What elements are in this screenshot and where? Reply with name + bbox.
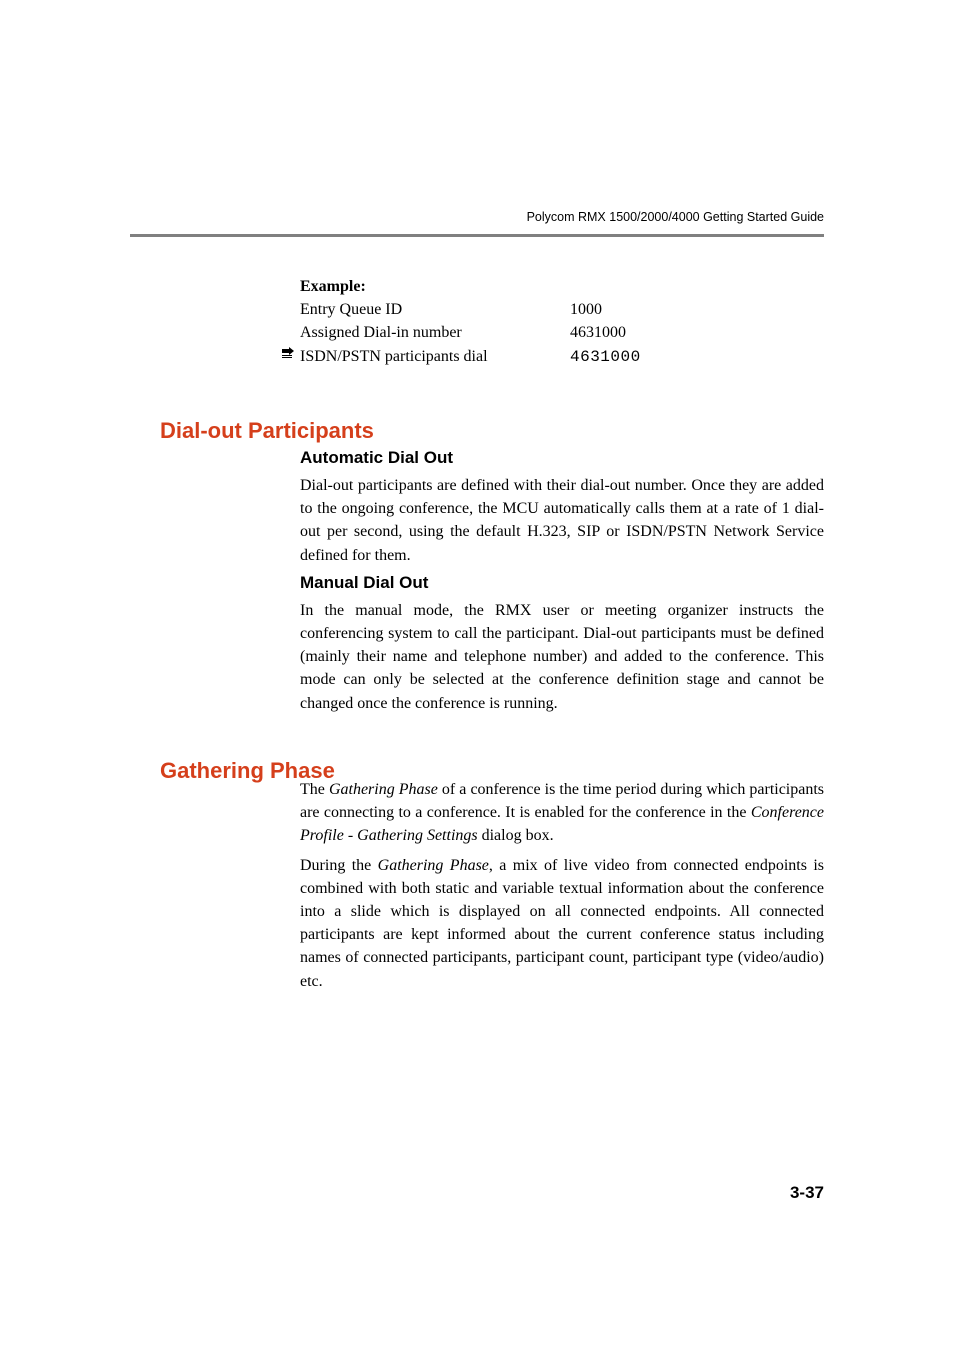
page: Polycom RMX 1500/2000/4000 Getting Start… (0, 0, 954, 1350)
subsection-heading: Manual Dial Out (300, 573, 824, 593)
example-block: Example: Entry Queue ID1000Assigned Dial… (300, 275, 824, 369)
subsection-heading: Automatic Dial Out (300, 448, 824, 468)
top-rule (130, 234, 824, 237)
example-value: 4631000 (570, 346, 641, 369)
example-row: Assigned Dial-in number4631000 (300, 321, 824, 344)
example-value: 4631000 (570, 321, 626, 344)
running-header: Polycom RMX 1500/2000/4000 Getting Start… (527, 210, 824, 224)
paragraph: In the manual mode, the RMX user or meet… (300, 599, 824, 715)
example-heading: Example: (300, 275, 366, 298)
example-value: 1000 (570, 298, 602, 321)
paragraph: Dial-out participants are defined with t… (300, 474, 824, 567)
example-label: Assigned Dial-in number (300, 321, 570, 344)
example-label: Entry Queue ID (300, 298, 570, 321)
example-row: ISDN/PSTN participants dial4631000 (300, 345, 824, 369)
paragraph: During the Gathering Phase, a mix of liv… (300, 854, 824, 993)
content-area: Example: Entry Queue ID1000Assigned Dial… (300, 275, 824, 369)
section-body: The Gathering Phase of a conference is t… (300, 778, 824, 999)
pointer-icon (280, 347, 300, 361)
example-label: ISDN/PSTN participants dial (300, 345, 570, 368)
section-body: Automatic Dial Out Dial-out participants … (300, 432, 824, 721)
example-row: Entry Queue ID1000 (300, 298, 824, 321)
paragraph: The Gathering Phase of a conference is t… (300, 778, 824, 848)
page-number: 3-37 (790, 1183, 824, 1203)
